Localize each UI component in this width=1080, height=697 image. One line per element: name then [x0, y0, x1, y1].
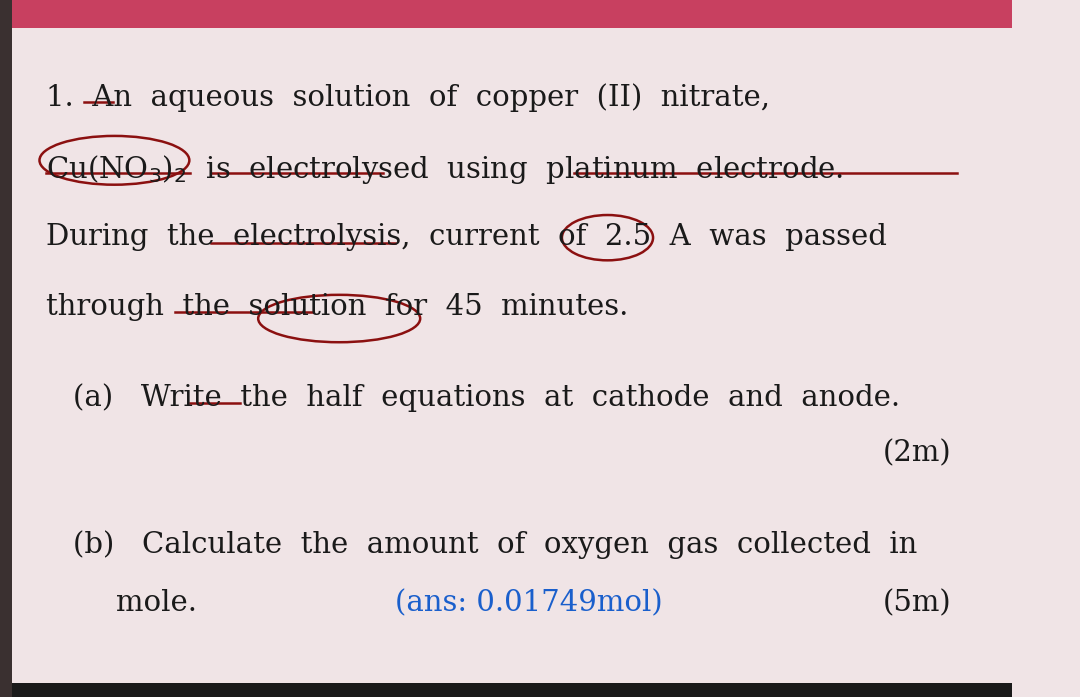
Text: During  the  electrolysis,  current  of  2.5  A  was  passed: During the electrolysis, current of 2.5 …: [45, 223, 887, 251]
Text: mole.: mole.: [117, 589, 198, 617]
Text: (ans: 0.01749mol): (ans: 0.01749mol): [395, 589, 662, 617]
Text: 1.  An  aqueous  solution  of  copper  (II)  nitrate,: 1. An aqueous solution of copper (II) ni…: [45, 84, 770, 112]
Text: (b)   Calculate  the  amount  of  oxygen  gas  collected  in: (b) Calculate the amount of oxygen gas c…: [72, 530, 917, 558]
Text: (a)   Write  the  half  equations  at  cathode  and  anode.: (a) Write the half equations at cathode …: [72, 383, 900, 412]
Text: (2m): (2m): [883, 439, 951, 467]
Text: Cu(NO$_3$)$_2$  is  electrolysed  using  platinum  electrode.: Cu(NO$_3$)$_2$ is electrolysed using pla…: [45, 153, 843, 186]
Text: through  the  solution  for  45  minutes.: through the solution for 45 minutes.: [45, 293, 627, 321]
Text: ❀ ✿ ❁ ✾ ❀ ✿ ❁ ✾ ❀ ✿ ❁ ✾: ❀ ✿ ❁ ✾ ❀ ✿ ❁ ✾ ❀ ✿ ❁ ✾: [21, 1, 190, 14]
FancyBboxPatch shape: [0, 683, 1012, 697]
FancyBboxPatch shape: [0, 0, 12, 697]
FancyBboxPatch shape: [0, 0, 1012, 28]
Text: (5m): (5m): [883, 589, 951, 617]
